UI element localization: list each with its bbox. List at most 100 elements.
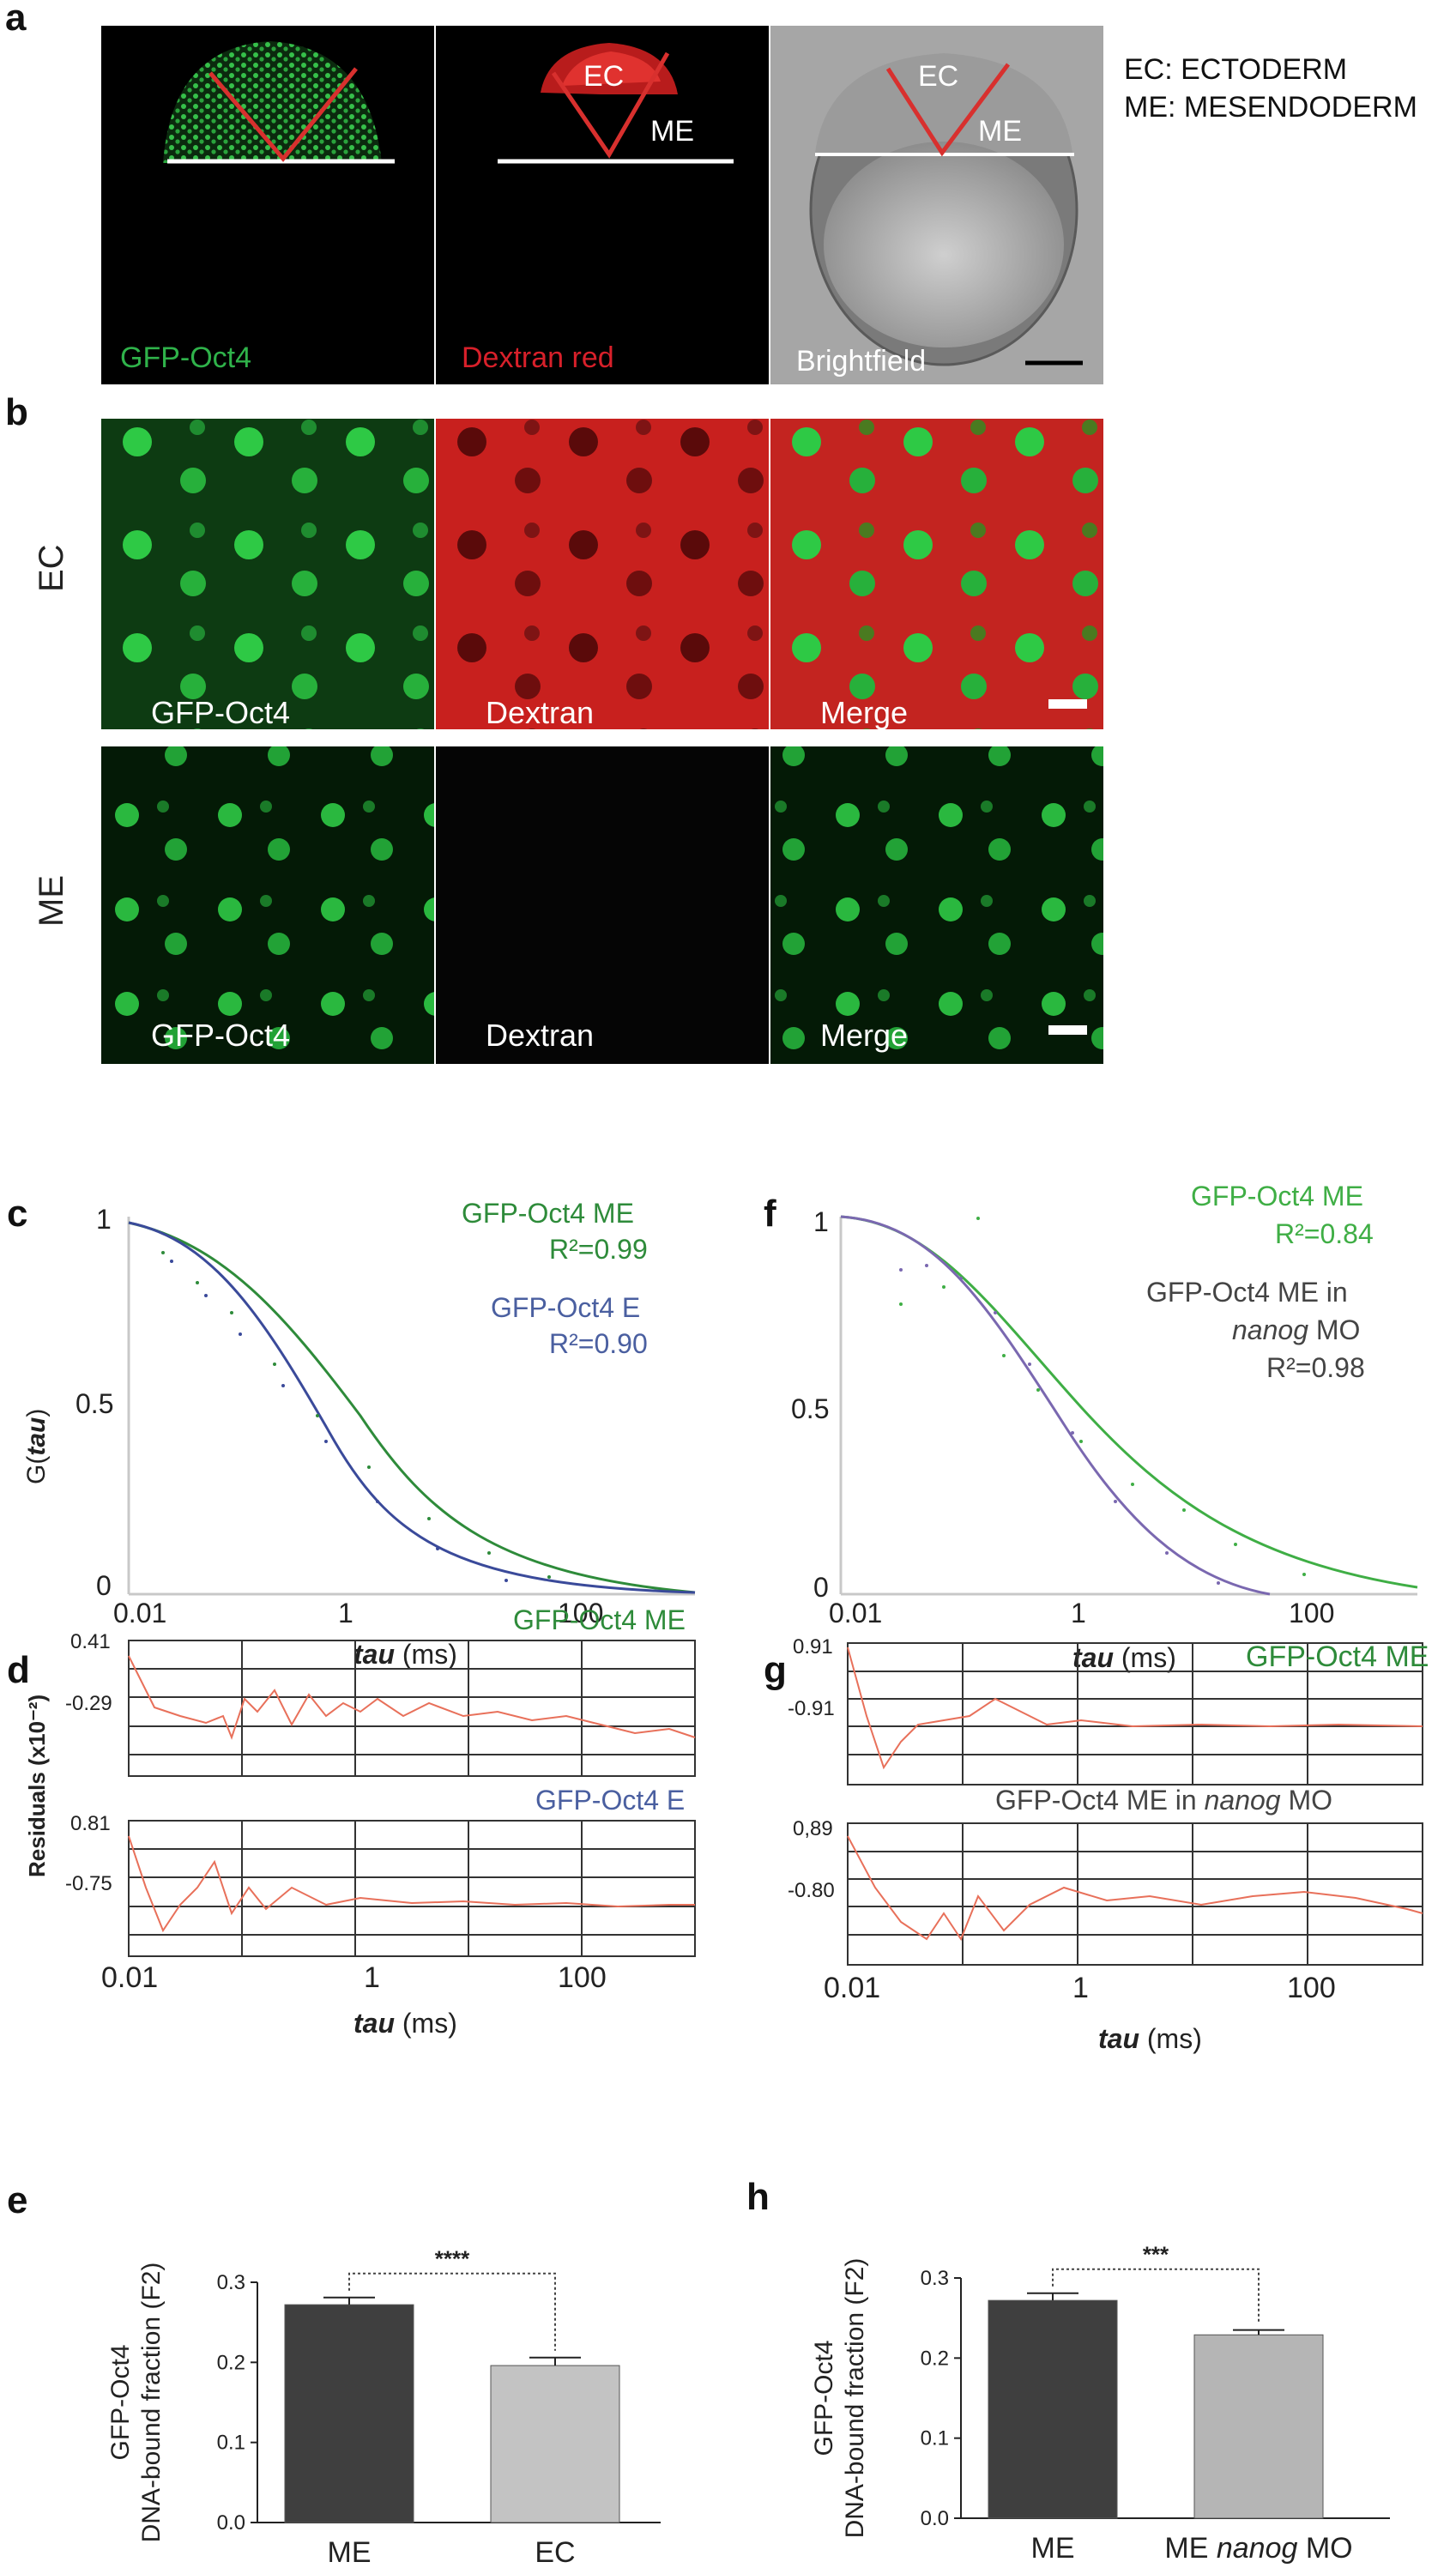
panel-a-label-brightfield: Brightfield — [796, 345, 927, 378]
panel-e-bar-chart: 0.0 0.1 0.2 0.3 ME EC **** GFP-Oct4 DNA-bound fr… — [106, 2246, 661, 2569]
panel-letter-b: b — [5, 391, 28, 433]
panel-g-xlabel-unit: (ms) — [1139, 2023, 1202, 2054]
panel-c-ylabel: G(tau) — [22, 1409, 51, 1484]
panel-d-xlabel: tau (ms) — [353, 2008, 457, 2039]
panel-b-ec-merge-image — [770, 419, 1103, 729]
panel-c-ytick-05: 0.5 — [76, 1388, 114, 1419]
panel-c-xtick-001: 0.01 — [113, 1598, 167, 1628]
panel-f-plot — [839, 1215, 1418, 1596]
panel-g-bottom-ytick-hi: 0,89 — [793, 1817, 833, 1840]
panel-d-ylabel: Residuals (x10⁻²) — [24, 1694, 50, 1877]
panel-letter-a: a — [5, 0, 27, 39]
panel-c-legend-me: GFP-Oct4 ME — [462, 1198, 634, 1229]
panel-c-ylabel-prefix: G( — [22, 1455, 51, 1484]
panel-f-xtick-001: 0.01 — [829, 1598, 883, 1628]
panel-a-ec-label-2: EC — [918, 60, 959, 93]
panel-g-bottom-title: GFP-Oct4 ME in nanog MO — [995, 1785, 1332, 1816]
panel-f-legend-nanog-r2: R²=0.98 — [1266, 1352, 1365, 1383]
panel-f-xtick-1: 1 — [1071, 1598, 1086, 1628]
panel-f-xlabel: tau (ms) — [1072, 1642, 1176, 1674]
panel-c-xtick-100: 100 — [558, 1598, 604, 1628]
panel-e-ytick-label: 0.0 — [217, 2511, 245, 2535]
panel-b-me-merge-image — [770, 746, 1103, 1064]
panel-b-me-col-merge: Merge — [820, 1018, 909, 1053]
panel-letter-e: e — [7, 2179, 28, 2221]
panel-e-category-label: ME — [328, 2536, 372, 2569]
panel-a-label-dextran: Dextran red — [462, 341, 614, 374]
panel-h-ylabel-line2: DNA-bound fraction (F2) — [841, 2258, 869, 2539]
panel-g-bottom-title-a: GFP-Oct4 ME in — [995, 1785, 1205, 1816]
panel-f-legend-nanog-mo: MO — [1308, 1314, 1361, 1345]
panel-letter-f: f — [764, 1193, 776, 1235]
panel-d-xtick-1: 1 — [364, 1961, 380, 1994]
panel-c-ytick-0: 0 — [96, 1570, 112, 1601]
panel-g-xtick-001: 0.01 — [824, 1972, 881, 2004]
panel-a-legend-ec: EC: ECTODERM — [1124, 53, 1348, 86]
panel-e-significance-bracket — [348, 2272, 556, 2351]
panel-d-plot — [128, 1640, 696, 1957]
panel-f-ytick-05: 0.5 — [791, 1393, 830, 1424]
panel-a-legend-me: ME: MESENDODERM — [1124, 91, 1417, 124]
panel-f-legend-nanog-italic: nanog — [1232, 1314, 1308, 1345]
panel-a-me-label-1: ME — [650, 115, 694, 148]
panel-g-xtick-100: 100 — [1287, 1972, 1336, 2004]
panel-f-xtick-100: 100 — [1289, 1598, 1335, 1628]
panel-h-ytick-label: 0.1 — [921, 2427, 949, 2450]
panel-h-significance-bracket — [1052, 2268, 1260, 2323]
panel-g-top-ytick-hi: 0.91 — [793, 1635, 833, 1659]
panel-c-legend-e: GFP-Oct4 E — [491, 1292, 641, 1323]
panel-c-xlabel-var: tau — [353, 1639, 395, 1670]
panel-f-legend-nanog-line1: GFP-Oct4 ME in — [1146, 1277, 1348, 1308]
panel-d-xtick-001: 0.01 — [101, 1961, 159, 1994]
panel-c-legend-me-r2: R²=0.99 — [549, 1234, 648, 1265]
panel-c-xlabel-unit: (ms) — [395, 1639, 457, 1670]
panel-c-xlabel: tau (ms) — [353, 1639, 457, 1671]
panel-h-category-label: ME — [1031, 2532, 1075, 2565]
panel-g-bottom-title-nanog: nanog — [1204, 1785, 1281, 1816]
panel-e-ylabel-line2: DNA-bound fraction (F2) — [137, 2263, 166, 2543]
panel-d-top-ytick-hi: 0.41 — [70, 1630, 111, 1653]
panel-e-ylabel-line1: GFP-Oct4 — [106, 2344, 135, 2460]
panel-f-xlabel-unit: (ms) — [1114, 1642, 1176, 1673]
panel-g-xtick-1: 1 — [1072, 1972, 1089, 2004]
panel-d-xlabel-unit: (ms) — [395, 2008, 457, 2039]
panel-b-ec-gfp-image — [101, 419, 434, 729]
panel-d-xlabel-var: tau — [353, 2008, 395, 2039]
panel-c-ylabel-suffix: ) — [22, 1408, 51, 1417]
panel-g-top-title: GFP-Oct4 ME — [1246, 1640, 1429, 1673]
panel-b-ec-col-gfp: GFP-Oct4 — [151, 695, 291, 730]
panel-f-ytick-0: 0 — [813, 1572, 829, 1603]
panel-d-top-ytick-lo: -0.29 — [65, 1692, 112, 1715]
panel-b-me-col-gfp: GFP-Oct4 — [151, 1018, 291, 1053]
panel-a-label-gfp: GFP-Oct4 — [120, 341, 252, 374]
panel-g-bottom-ytick-lo: -0.80 — [788, 1879, 835, 1902]
panel-g-xlabel-var: tau — [1098, 2023, 1139, 2054]
panel-g-top-ytick-lo: -0.91 — [788, 1697, 835, 1720]
panel-d-xtick-100: 100 — [558, 1961, 607, 1994]
panel-b-ec-dextran-image — [436, 419, 769, 729]
panel-b-row-ec: EC — [33, 544, 70, 592]
panel-c-xtick-1: 1 — [338, 1598, 353, 1628]
panel-h-bar — [1193, 2334, 1324, 2519]
panel-e-bar — [490, 2365, 620, 2523]
panel-h-ytick-label: 0.3 — [921, 2267, 949, 2290]
panel-c-ytick-1: 1 — [96, 1204, 112, 1235]
panel-b-ec-col-merge: Merge — [820, 695, 909, 730]
panel-h-category-label: ME nanog MO — [1164, 2532, 1352, 2565]
panel-f-legend-me: GFP-Oct4 ME — [1191, 1181, 1363, 1211]
panel-c-plot — [127, 1217, 696, 1596]
panel-b-me-gfp-image — [101, 746, 434, 1064]
panel-h-bar — [988, 2299, 1118, 2519]
panel-d-bottom-title: GFP-Oct4 E — [535, 1785, 686, 1816]
panel-f-legend-nanog-line2: nanog MO — [1232, 1314, 1360, 1346]
panel-f-legend-me-r2: R²=0.84 — [1275, 1218, 1374, 1249]
panel-b-me-col-dextran: Dextran — [486, 1018, 595, 1053]
panel-letter-c: c — [7, 1193, 28, 1235]
panel-b-row-me: ME — [33, 875, 70, 927]
panel-e-ytick-label: 0.3 — [217, 2271, 245, 2294]
panel-f-xlabel-var: tau — [1072, 1642, 1114, 1673]
panel-d-bottom-ytick-lo: -0.75 — [65, 1872, 112, 1895]
panel-b-figure — [101, 419, 1103, 1064]
panel-e-ytick-label: 0.1 — [217, 2432, 245, 2455]
panel-letter-g: g — [764, 1649, 787, 1691]
